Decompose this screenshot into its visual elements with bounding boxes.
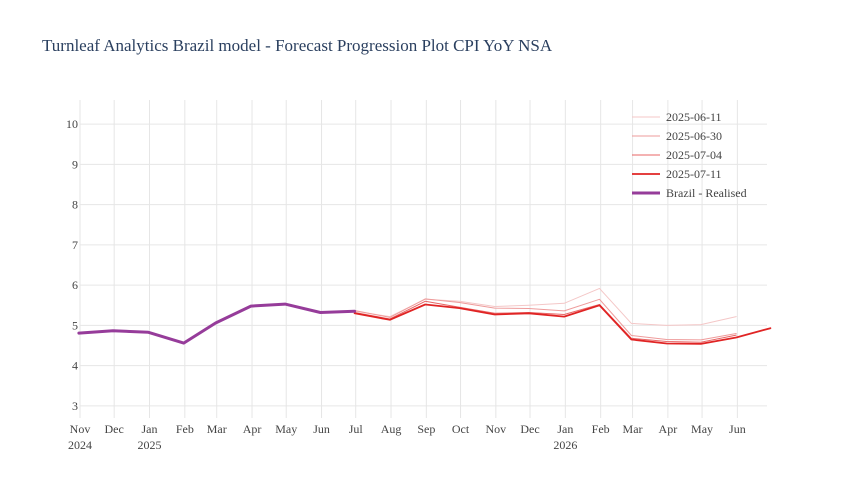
chart-title: Turnleaf Analytics Brazil model - Foreca…: [42, 36, 553, 55]
series-line-0: [319, 287, 737, 326]
x-tick-label: Feb: [592, 422, 610, 436]
series-line-1: [354, 298, 737, 341]
x-tick-label: Dec: [105, 422, 124, 436]
x-tick-year: 2025: [137, 438, 161, 452]
series-layer: [77, 287, 772, 345]
x-tick-label: May: [275, 422, 297, 436]
x-tick-label: Jan: [141, 422, 157, 436]
y-tick-label: 8: [72, 198, 78, 212]
y-tick-label: 3: [72, 399, 78, 413]
x-tick-label: Jul: [349, 422, 364, 436]
y-tick-label: 9: [72, 157, 78, 171]
x-tick-label: Nov: [486, 422, 507, 436]
legend-label: 2025-06-11: [666, 110, 722, 124]
grid-layer: [79, 100, 767, 418]
x-tick-label: May: [691, 422, 713, 436]
x-tick-label: Nov: [70, 422, 91, 436]
x-tick-label: Mar: [623, 422, 643, 436]
x-tick-label: Mar: [207, 422, 227, 436]
x-tick-label: Jan: [557, 422, 573, 436]
x-tick-label: Dec: [520, 422, 539, 436]
x-tick-label: Sep: [417, 422, 435, 436]
legend-label: 2025-07-04: [666, 148, 722, 162]
y-tick-label: 4: [72, 359, 78, 373]
y-tick-label: 10: [66, 117, 78, 131]
series-line-3: [353, 303, 772, 345]
x-tick-year: 2024: [68, 438, 92, 452]
axis-layer: 3 4 5 6 7 8 9 10 Nov 2024 Dec Jan 2025 Feb Mar Apr May Ju…: [66, 117, 746, 452]
x-tick-year: 2026: [553, 438, 577, 452]
y-tick-label: 5: [72, 318, 78, 332]
legend-item[interactable]: 2025-06-30: [632, 129, 722, 143]
legend-label: 2025-06-30: [666, 129, 722, 143]
series-line-4: [77, 302, 357, 345]
x-tick-label: Oct: [452, 422, 470, 436]
legend-item[interactable]: 2025-07-04: [632, 148, 722, 162]
legend-item[interactable]: 2025-06-11: [632, 110, 722, 124]
x-tick-label: Aug: [381, 422, 402, 436]
legend-label: 2025-07-11: [666, 167, 722, 181]
legend[interactable]: 2025-06-11 2025-06-30 2025-07-04 2025-07-11…: [632, 110, 747, 200]
series-line-2: [354, 300, 737, 343]
x-tick-label: Feb: [176, 422, 194, 436]
x-tick-label: Jun: [729, 422, 746, 436]
x-tick-label: Apr: [659, 422, 678, 436]
y-tick-label: 6: [72, 278, 78, 292]
legend-label: Brazil - Realised: [666, 186, 747, 200]
legend-item[interactable]: 2025-07-11: [632, 167, 722, 181]
x-tick-label: Apr: [243, 422, 262, 436]
y-tick-label: 7: [72, 238, 78, 252]
x-tick-label: Jun: [313, 422, 330, 436]
legend-item[interactable]: Brazil - Realised: [632, 186, 747, 200]
